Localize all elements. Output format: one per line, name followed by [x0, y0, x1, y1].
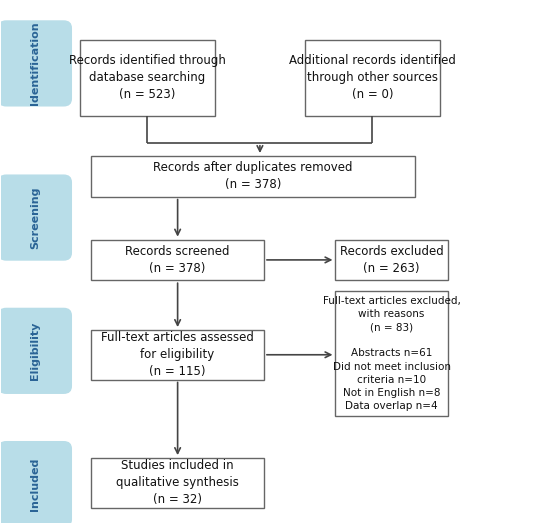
FancyBboxPatch shape	[80, 40, 214, 116]
Text: Studies included in
qualitative synthesis
(n = 32): Studies included in qualitative synthesi…	[116, 460, 239, 506]
Text: Additional records identified
through other sources
(n = 0): Additional records identified through ot…	[289, 54, 456, 101]
Text: Included: Included	[30, 457, 40, 511]
FancyBboxPatch shape	[336, 291, 448, 416]
Text: Records excluded
(n = 263): Records excluded (n = 263)	[340, 245, 443, 275]
FancyBboxPatch shape	[91, 458, 264, 508]
FancyBboxPatch shape	[91, 156, 415, 196]
Text: Identification: Identification	[30, 21, 40, 105]
Text: Eligibility: Eligibility	[30, 322, 40, 380]
FancyBboxPatch shape	[0, 174, 72, 261]
FancyBboxPatch shape	[0, 441, 72, 524]
Text: Screening: Screening	[30, 187, 40, 249]
Text: Full-text articles assessed
for eligibility
(n = 115): Full-text articles assessed for eligibil…	[101, 331, 254, 378]
FancyBboxPatch shape	[0, 20, 72, 106]
FancyBboxPatch shape	[91, 239, 264, 280]
Text: Records screened
(n = 378): Records screened (n = 378)	[125, 245, 230, 275]
FancyBboxPatch shape	[0, 308, 72, 394]
Text: Full-text articles excluded,
with reasons
(n = 83)

Abstracts n=61
Did not meet : Full-text articles excluded, with reason…	[323, 296, 460, 411]
FancyBboxPatch shape	[305, 40, 439, 116]
FancyBboxPatch shape	[91, 330, 264, 379]
Text: Records identified through
database searching
(n = 523): Records identified through database sear…	[69, 54, 226, 101]
FancyBboxPatch shape	[336, 239, 448, 280]
Text: Records after duplicates removed
(n = 378): Records after duplicates removed (n = 37…	[153, 161, 353, 191]
